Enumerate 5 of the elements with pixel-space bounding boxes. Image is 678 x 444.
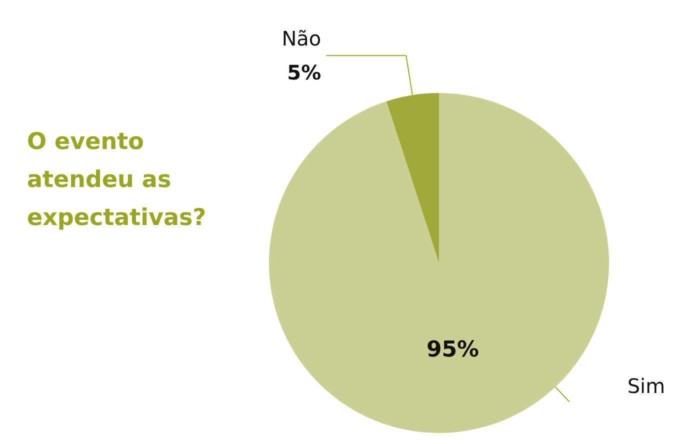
slice-label: Não	[282, 26, 322, 51]
data-label: 95%	[426, 337, 480, 362]
data-label: 5%	[287, 60, 322, 85]
slice-label: Sim	[627, 374, 666, 398]
text: O evento atendeu as expectativas?	[27, 129, 206, 231]
